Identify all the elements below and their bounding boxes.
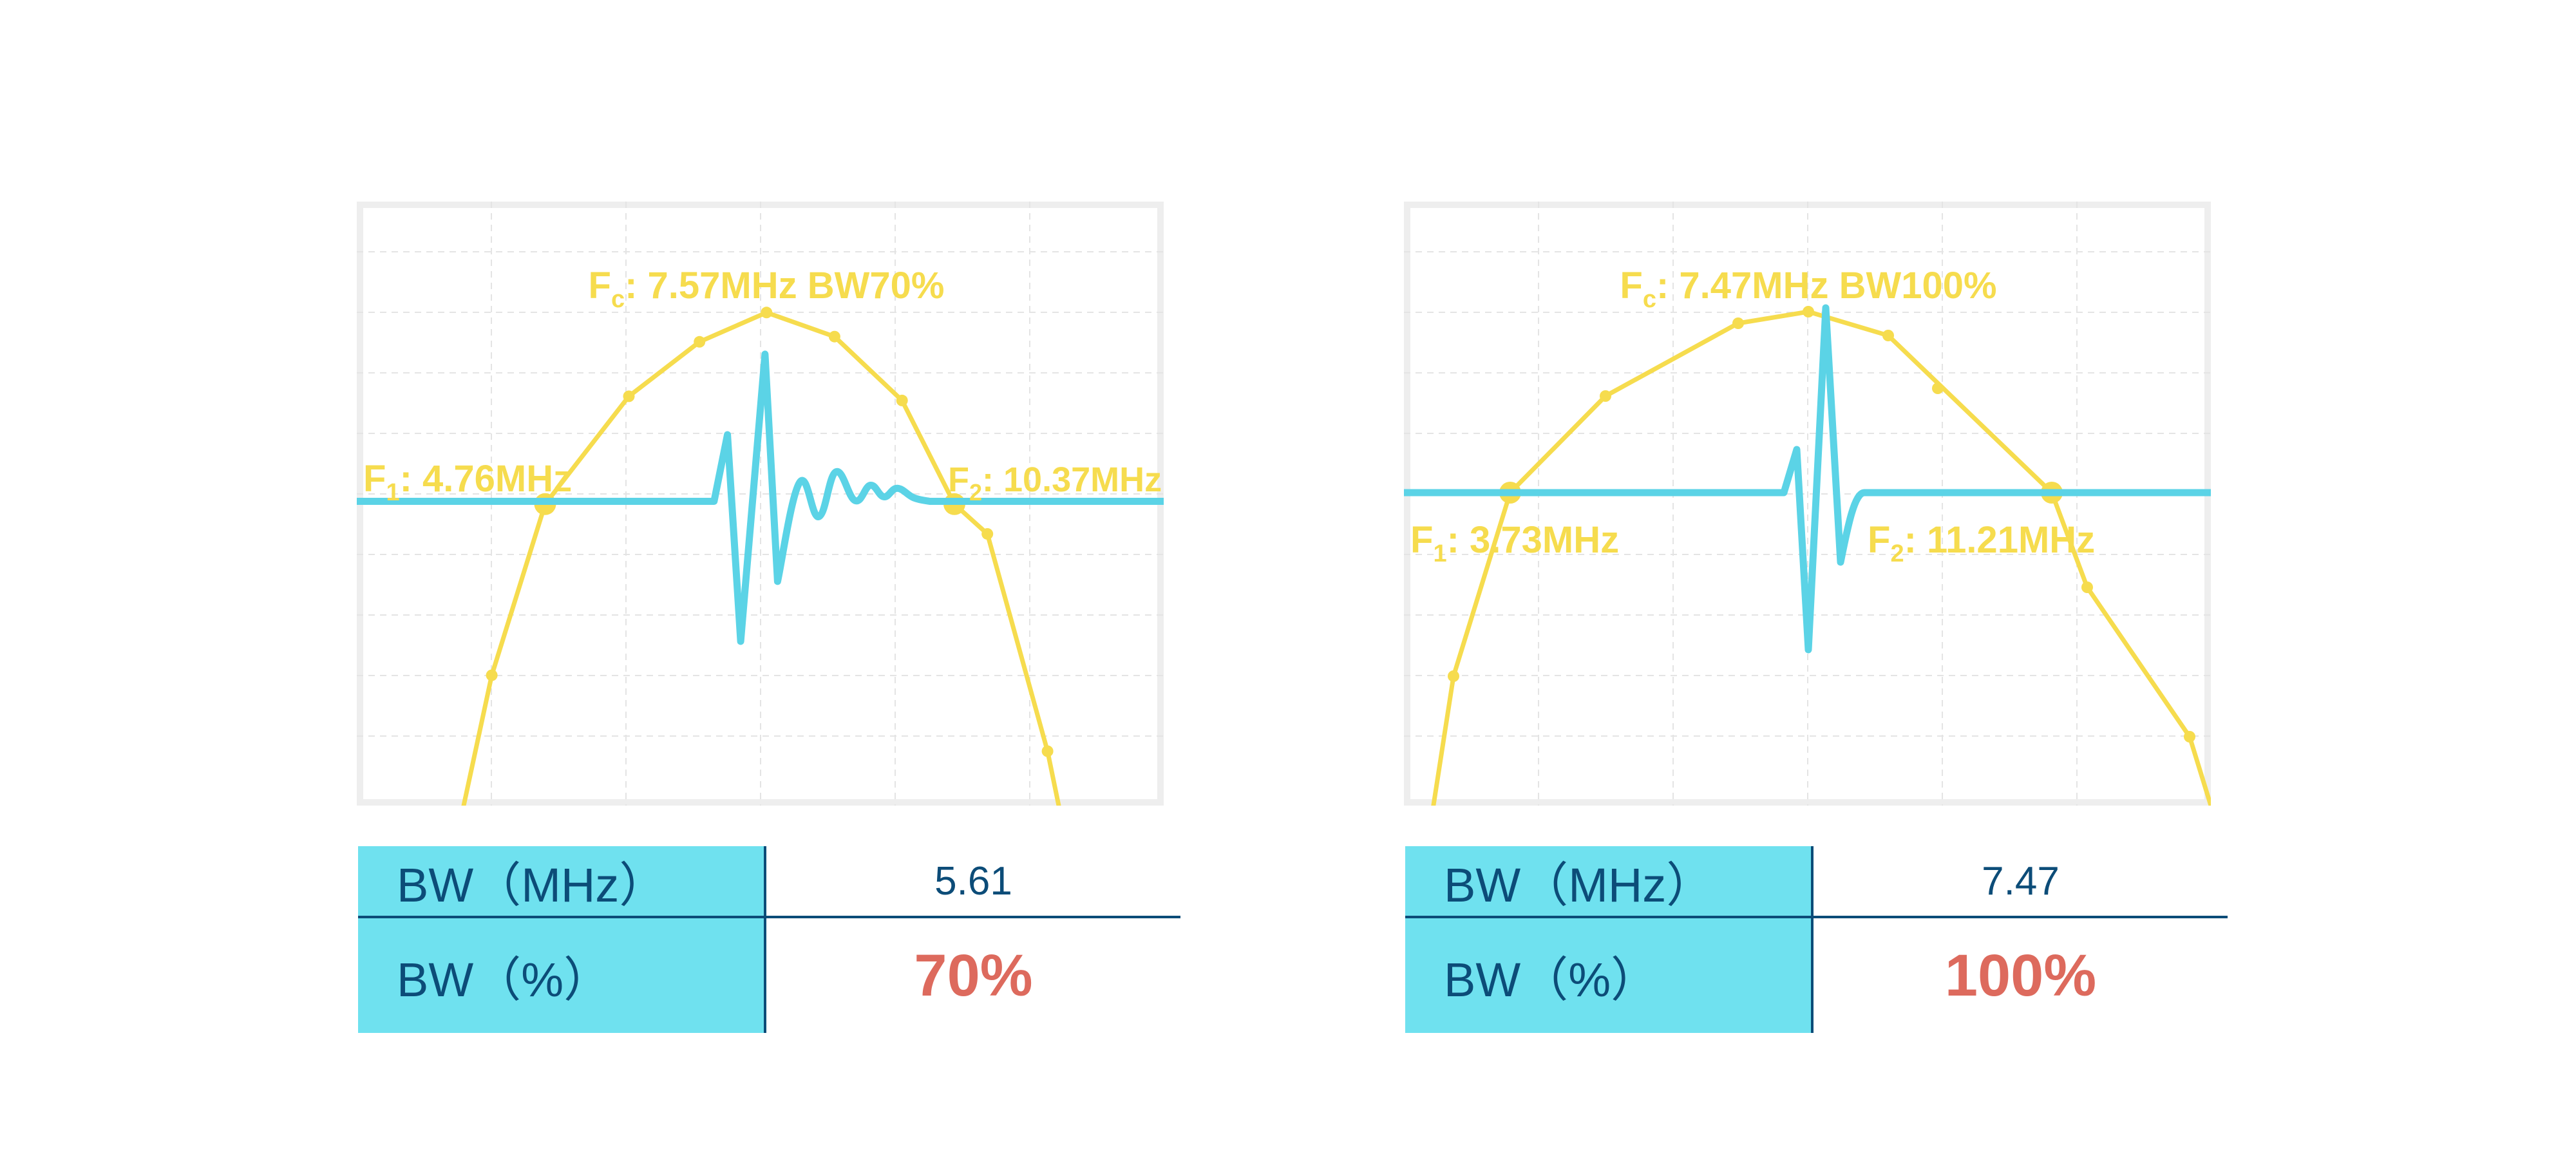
svg-text:F1: 4.76MHz: F1: 4.76MHz xyxy=(363,458,572,506)
svg-text:F2: 10.37MHz: F2: 10.37MHz xyxy=(948,460,1162,506)
svg-text:F1: 3.73MHz: F1: 3.73MHz xyxy=(1410,519,1619,567)
svg-text:F2: 11.21MHz: F2: 11.21MHz xyxy=(1868,519,2095,567)
svg-text:Fc: 7.57MHz BW70%: Fc: 7.57MHz BW70% xyxy=(589,265,945,313)
svg-text:Fc: 7.47MHz BW100%: Fc: 7.47MHz BW100% xyxy=(1620,265,1996,313)
